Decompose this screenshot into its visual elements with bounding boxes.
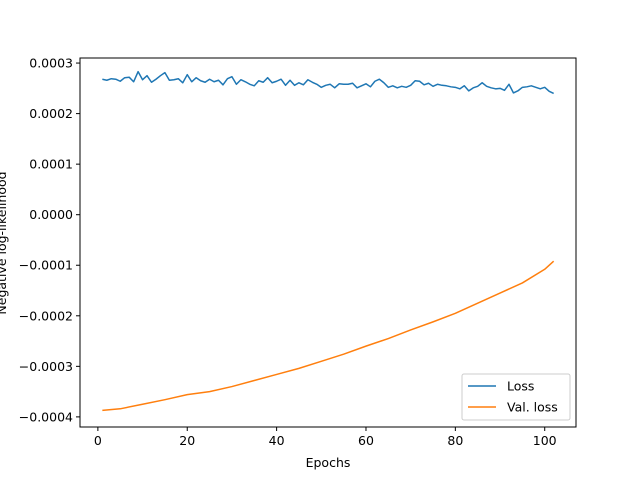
y-tick-label: −0.0001	[19, 258, 73, 273]
y-tick-label: −0.0003	[19, 359, 73, 374]
legend-label-val-loss: Val. loss	[507, 400, 558, 415]
y-tick-label: 0.0001	[29, 157, 73, 172]
series-line-val-loss	[102, 260, 555, 412]
x-tick-label: 60	[358, 433, 374, 448]
y-axis-label: Negative log-likelihood	[0, 171, 9, 314]
x-ticks: 0 20 40 60 80 100	[94, 427, 557, 448]
x-axis-label: Epochs	[306, 455, 351, 470]
y-tick-label: 0.0000	[29, 207, 73, 222]
plot-frame	[79, 57, 577, 428]
y-tick-label: 0.0003	[29, 56, 73, 71]
x-tick-label: 80	[447, 433, 463, 448]
x-tick-label: 20	[179, 433, 195, 448]
y-ticks: −0.0004 −0.0003 −0.0002 −0.0001 0.0000 0.0001…	[19, 56, 80, 424]
x-tick-label: 100	[533, 433, 557, 448]
x-tick-label: 40	[269, 433, 285, 448]
lines-layer	[102, 70, 555, 412]
y-tick-label: −0.0002	[19, 308, 73, 323]
y-tick-label: 0.0002	[29, 106, 73, 121]
series-line-loss	[102, 70, 554, 95]
x-tick-label: 0	[94, 433, 102, 448]
legend-label-loss: Loss	[507, 379, 534, 394]
legend: Loss Val. loss	[461, 373, 571, 421]
y-tick-label: −0.0004	[19, 409, 73, 424]
